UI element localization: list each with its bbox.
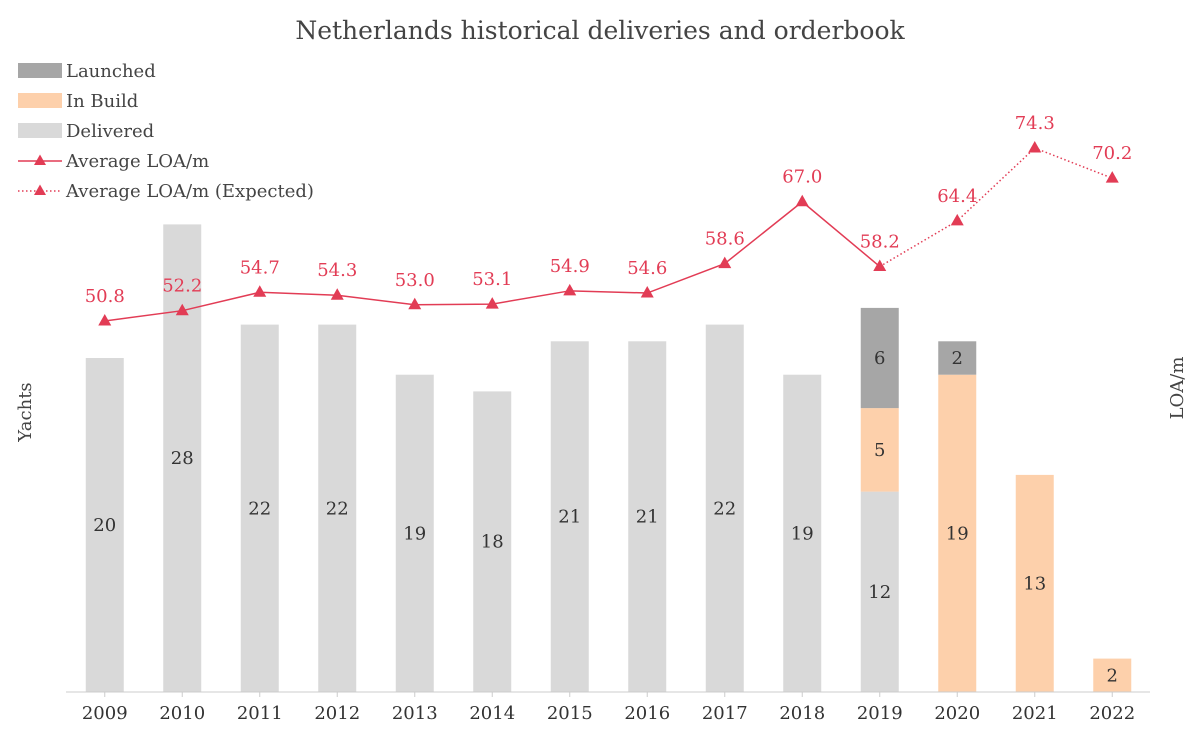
bars: 20 28 22 22 19 18 21 21 22 19 12 5 6 19 2 13 2 [85, 224, 1132, 692]
bar-delivered-2019 [860, 491, 899, 692]
bar-delivered-2017 [705, 324, 744, 692]
bar-label-in-build-2021: 13 [1023, 573, 1046, 594]
bar-delivered-2016 [628, 341, 667, 692]
bar-in-build-2022 [1093, 658, 1132, 692]
bar-delivered-2018 [783, 374, 822, 692]
x-tick-label-2014: 2014 [469, 703, 515, 724]
loa-label-2017: 58.6 [705, 229, 745, 250]
legend-swatch-launched [18, 63, 62, 78]
legend-label-delivered: Delivered [66, 121, 154, 142]
bar-delivered-2012 [318, 324, 357, 692]
loa-label-2018: 67.0 [782, 167, 822, 188]
bar-delivered-2013 [395, 374, 434, 692]
loa-marker-2009 [98, 314, 112, 326]
loa-marker-2016 [640, 286, 654, 298]
legend-label-average-loa-expected: Average LOA/m (Expected) [65, 181, 314, 202]
x-tick-label-2021: 2021 [1012, 703, 1058, 724]
legend-label-in-build: In Build [66, 91, 138, 112]
bar-delivered-2010 [163, 224, 202, 692]
loa-label-2016: 54.6 [627, 258, 667, 279]
x-tick-label-2013: 2013 [392, 703, 438, 724]
x-tick-label-2019: 2019 [857, 703, 903, 724]
x-tick-label-2022: 2022 [1089, 703, 1135, 724]
legend-label-average-loa: Average LOA/m [65, 151, 209, 172]
loa-marker-2011 [253, 285, 267, 297]
loa-marker-2022 [1105, 171, 1119, 183]
x-tick-label-2015: 2015 [547, 703, 593, 724]
bar-label-delivered-2010: 28 [171, 448, 194, 469]
loa-label-2010: 52.2 [162, 276, 202, 297]
loa-label-2011: 54.7 [240, 257, 280, 278]
x-tick-label-2016: 2016 [624, 703, 670, 724]
loa-label-2015: 54.9 [550, 256, 590, 277]
loa-marker-2013 [408, 297, 422, 310]
bar-label-delivered-2009: 20 [93, 515, 116, 536]
bar-label-delivered-2013: 19 [403, 523, 426, 544]
loa-marker-2019 [873, 259, 887, 272]
loa-label-2014: 53.1 [472, 269, 512, 290]
loa-label-2019: 58.2 [860, 232, 900, 253]
loa-label-2009: 50.8 [85, 286, 125, 307]
legend: Launched In Build Delivered Average LOA/… [18, 61, 314, 202]
x-tick-label-2011: 2011 [237, 703, 283, 724]
bar-delivered-2014 [473, 391, 512, 692]
bar-label-launched-2020: 2 [952, 348, 963, 369]
bar-in-build-2019 [860, 408, 899, 492]
loa-marker-2010 [175, 303, 189, 316]
loa-marker-2012 [330, 288, 344, 300]
x-axis-ticks: 2009 2010 2011 2012 2013 2014 2015 2016 2017 2018… [82, 692, 1135, 724]
bar-label-in-build-2022: 2 [1107, 665, 1118, 686]
loa-marker-2017 [718, 256, 732, 269]
bar-label-delivered-2015: 21 [558, 507, 581, 528]
bar-label-in-build-2019: 5 [874, 440, 885, 461]
bar-label-delivered-2011: 22 [248, 498, 271, 519]
legend-swatch-in-build [18, 93, 62, 108]
bar-in-build-2020 [938, 374, 977, 692]
legend-marker-average-loa-expected [34, 184, 46, 195]
bar-label-delivered-2019: 12 [868, 582, 891, 603]
bar-delivered-2015 [550, 341, 589, 692]
x-tick-label-2020: 2020 [934, 703, 980, 724]
x-tick-label-2017: 2017 [702, 703, 748, 724]
x-tick-label-2012: 2012 [314, 703, 360, 724]
loa-marker-2020 [950, 213, 964, 226]
y2-axis-title: LOA/m [1167, 357, 1188, 420]
loa-marker-2014 [485, 297, 499, 309]
bar-label-launched-2019: 6 [874, 348, 885, 369]
legend-label-launched: Launched [66, 61, 156, 82]
bar-label-delivered-2016: 21 [636, 507, 659, 528]
loa-label-2013: 53.0 [395, 270, 435, 291]
bar-label-delivered-2014: 18 [481, 532, 504, 553]
x-tick-label-2009: 2009 [82, 703, 128, 724]
bar-label-delivered-2017: 22 [713, 498, 736, 519]
bar-delivered-2009 [85, 358, 124, 692]
y-axis-title: Yachts [15, 382, 36, 442]
loa-marker-2015 [563, 283, 577, 296]
bar-label-delivered-2012: 22 [326, 498, 349, 519]
x-tick-label-2010: 2010 [159, 703, 205, 724]
bar-label-delivered-2018: 19 [791, 523, 814, 544]
loa-label-2012: 54.3 [317, 260, 357, 281]
loa-label-2022: 70.2 [1092, 143, 1132, 164]
chart-title: Netherlands historical deliveries and or… [295, 16, 905, 45]
bar-launched-2020 [938, 341, 977, 375]
legend-swatch-delivered [18, 123, 62, 138]
loa-label-2020: 64.4 [937, 186, 977, 207]
line-average-loa-m-expected [879, 147, 1113, 268]
loa-marker-2018 [795, 194, 809, 207]
bar-in-build-2021 [1015, 474, 1054, 692]
bar-label-in-build-2020: 19 [946, 523, 969, 544]
legend-marker-average-loa [34, 154, 46, 165]
loa-lines: 50.8 52.2 54.7 54.3 53.0 53.1 54.9 54.6 58.6 67.0… [85, 113, 1132, 326]
loa-label-2021: 74.3 [1015, 113, 1055, 134]
bar-launched-2019 [860, 307, 899, 409]
x-tick-label-2018: 2018 [779, 703, 825, 724]
bar-delivered-2011 [240, 324, 279, 692]
loa-marker-2021 [1028, 141, 1042, 153]
